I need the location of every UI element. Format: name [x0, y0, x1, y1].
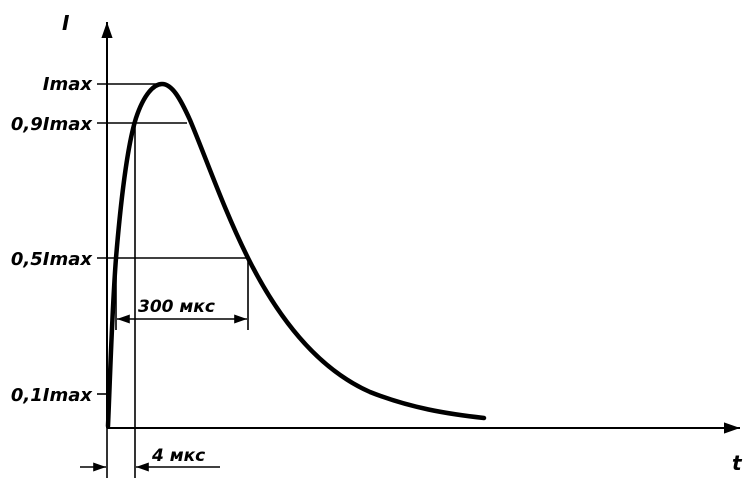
half-width-label: 300 мкс	[138, 297, 215, 317]
x-axis-label: t	[732, 451, 743, 475]
p10-label: 0,1Imax	[11, 385, 93, 406]
imax-label: Imax	[43, 74, 94, 95]
p50-label: 0,5Imax	[11, 249, 93, 270]
p90-label: 0,9Imax	[11, 114, 93, 135]
front-time-label: 4 мкс	[151, 446, 205, 466]
y-axis-label: I	[62, 11, 70, 35]
impulse-waveform	[105, 81, 487, 429]
